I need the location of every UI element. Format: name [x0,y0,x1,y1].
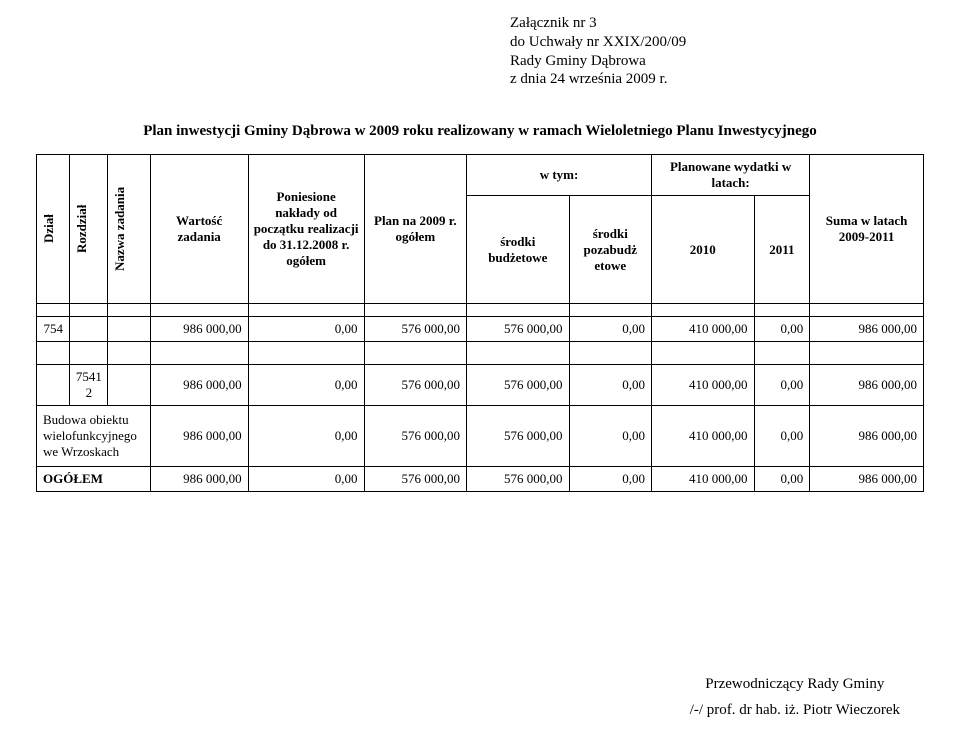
attachment-block: Załącznik nr 3 do Uchwały nr XXIX/200/09… [510,14,686,89]
cell-empty [37,365,70,406]
cell-2011: 0,00 [754,317,810,342]
cell-srodki-pozabudz: 0,00 [569,467,651,492]
attachment-line-2: do Uchwały nr XXIX/200/09 [510,33,686,52]
cell-suma: 986 000,00 [810,406,924,467]
attachment-line-4: z dnia 24 września 2009 r. [510,70,686,89]
cell-srodki-budz: 576 000,00 [467,365,570,406]
table-spacer-row [37,304,924,317]
cell-naklady: 0,00 [248,406,364,467]
cell-wartosc: 986 000,00 [150,365,248,406]
signature-name: /-/ prof. dr hab. iż. Piotr Wieczorek [690,698,900,724]
cell-rozdzial: 75412 [70,365,108,406]
signature-block: Przewodniczący Rady Gminy /-/ prof. dr h… [690,672,900,723]
col-header-rozdzial: Rozdział [74,159,90,299]
table-row: 754 986 000,00 0,00 576 000,00 576 000,0… [37,317,924,342]
cell-total-label: OGÓŁEM [37,467,151,492]
page: Załącznik nr 3 do Uchwały nr XXIX/200/09… [0,0,960,753]
col-header-srodki-budz: środki budżetowe [467,196,570,304]
col-header-2010: 2010 [652,196,755,304]
cell-srodki-budz: 576 000,00 [467,406,570,467]
cell-2010: 410 000,00 [652,365,755,406]
cell-srodki-budz: 576 000,00 [467,317,570,342]
cell-2010: 410 000,00 [652,317,755,342]
col-header-naklady: Poniesione nakłady od początku realizacj… [248,155,364,304]
cell-srodki-pozabudz: 0,00 [569,317,651,342]
col-header-wtym: w tym: [467,155,652,196]
cell-naklady: 0,00 [248,467,364,492]
cell-2011: 0,00 [754,406,810,467]
col-header-plan: Plan na 2009 r. ogółem [364,155,467,304]
cell-2010: 410 000,00 [652,467,755,492]
cell-2011: 0,00 [754,467,810,492]
cell-srodki-pozabudz: 0,00 [569,365,651,406]
cell-task-name: Budowa obiektu wielofunkcyjnego we Wrzos… [37,406,151,467]
table-header-row-1: Dział Rozdział Nazwa zadania Wartość zad… [37,155,924,196]
cell-naklady: 0,00 [248,365,364,406]
col-header-suma: Suma w latach 2009-2011 [810,155,924,304]
cell-plan: 576 000,00 [364,467,467,492]
cell-plan: 576 000,00 [364,406,467,467]
cell-wartosc: 986 000,00 [150,406,248,467]
cell-plan: 576 000,00 [364,317,467,342]
cell-wartosc: 986 000,00 [150,317,248,342]
cell-suma: 986 000,00 [810,365,924,406]
cell-empty [70,317,108,342]
cell-wartosc: 986 000,00 [150,467,248,492]
cell-empty [108,365,150,406]
table-spacer-row [37,342,924,365]
document-title: Plan inwestycji Gminy Dąbrowa w 2009 rok… [36,123,924,140]
table-total-row: OGÓŁEM 986 000,00 0,00 576 000,00 576 00… [37,467,924,492]
investment-table: Dział Rozdział Nazwa zadania Wartość zad… [36,154,924,492]
col-header-dzial: Dział [41,159,57,299]
cell-2011: 0,00 [754,365,810,406]
attachment-line-3: Rady Gminy Dąbrowa [510,52,686,71]
signature-title: Przewodniczący Rady Gminy [690,672,900,698]
col-header-nazwa: Nazwa zadania [112,159,128,299]
cell-empty [108,317,150,342]
table-row: 75412 986 000,00 0,00 576 000,00 576 000… [37,365,924,406]
attachment-line-1: Załącznik nr 3 [510,14,686,33]
cell-dzial: 754 [37,317,70,342]
cell-srodki-pozabudz: 0,00 [569,406,651,467]
cell-plan: 576 000,00 [364,365,467,406]
cell-suma: 986 000,00 [810,467,924,492]
cell-naklady: 0,00 [248,317,364,342]
col-header-2011: 2011 [754,196,810,304]
col-header-wartosc: Wartość zadania [150,155,248,304]
table-row: Budowa obiektu wielofunkcyjnego we Wrzos… [37,406,924,467]
cell-suma: 986 000,00 [810,317,924,342]
col-header-srodki-pozabudz: środki pozabudż etowe [569,196,651,304]
cell-2010: 410 000,00 [652,406,755,467]
col-header-planowane: Planowane wydatki w latach: [652,155,810,196]
cell-srodki-budz: 576 000,00 [467,467,570,492]
